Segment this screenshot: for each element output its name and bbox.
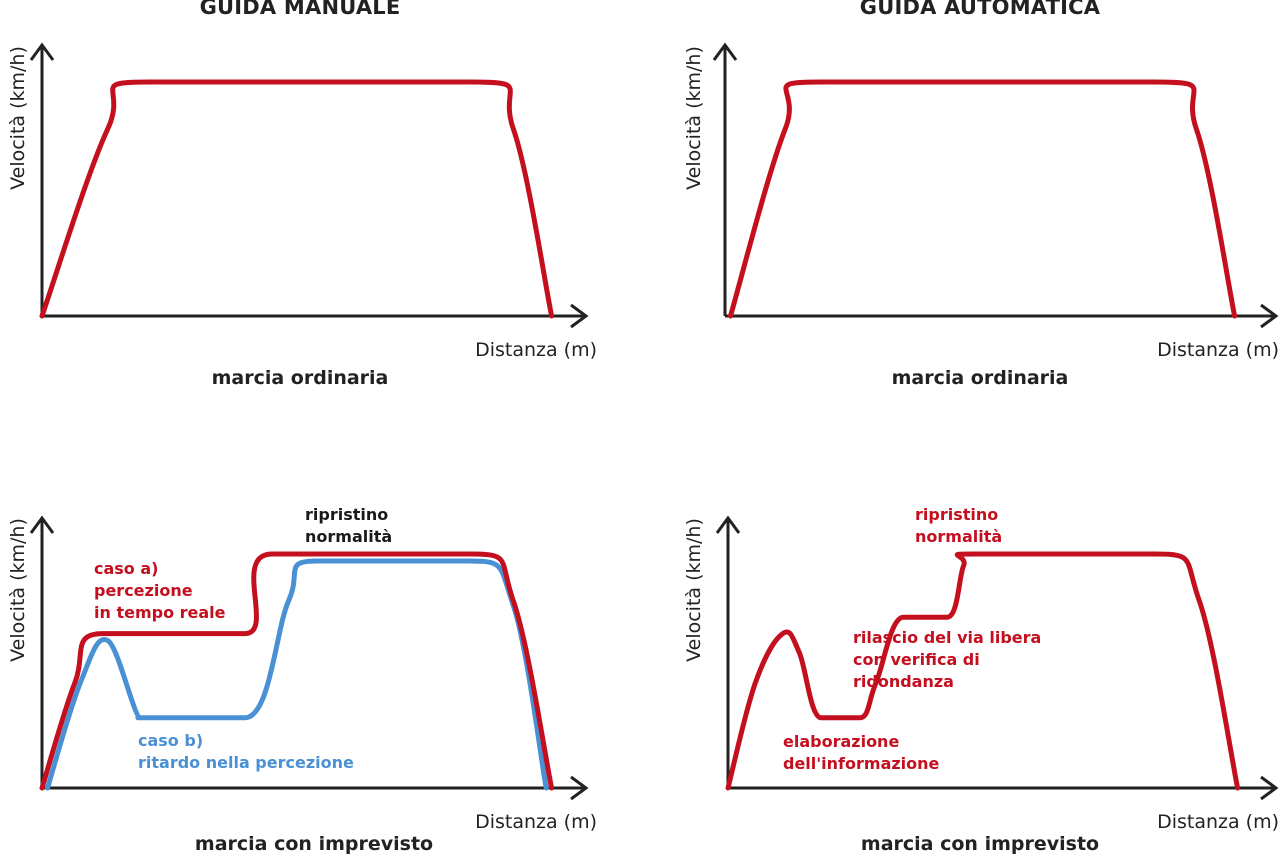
- annotation-elaborazione: elaborazione dell'informazione: [783, 732, 940, 773]
- series-layer: [39, 551, 555, 791]
- annotation-line: percezione: [94, 581, 193, 600]
- annotation-line: dell'informazione: [783, 754, 940, 773]
- x-axis-arrow-icon: [1260, 775, 1279, 801]
- annotation-line: normalità: [305, 527, 392, 546]
- series-line-blue: [45, 558, 549, 791]
- panel-title: marcia con imprevisto: [195, 833, 433, 855]
- series-layer: [728, 79, 1238, 319]
- annotation-line: normalità: [915, 527, 1002, 546]
- annotation-line: ripristino: [915, 505, 998, 524]
- panel-manual-unexpected: Velocità (km/h) Distanza (m) marcia con …: [7, 505, 597, 855]
- annotation-rilascio: rilascio del via libera con verifica di …: [853, 628, 1047, 691]
- y-axis-label: Velocità (km/h): [683, 46, 705, 190]
- y-axis-arrow-icon: [29, 42, 55, 61]
- annotation-line: rilascio del via libera: [853, 628, 1041, 647]
- annotation-line: caso b): [138, 731, 203, 750]
- panel-title: marcia ordinaria: [892, 367, 1069, 389]
- annotation-line: elaborazione: [783, 732, 899, 751]
- series-line-red: [39, 79, 555, 319]
- x-axis-label: Distanza (m): [475, 339, 597, 361]
- x-axis-label: Distanza (m): [475, 811, 597, 833]
- column-title-automatic: GUIDA AUTOMATICA: [860, 0, 1101, 19]
- panel-automatic-ordinary: Velocità (km/h) Distanza (m) marcia ordi…: [683, 42, 1279, 389]
- annotation-line: ritardo nella percezione: [138, 753, 354, 772]
- annotation-line: ripristino: [305, 505, 388, 524]
- annotation-line: con verifica di: [853, 650, 980, 669]
- annotation-caso-b: caso b) ritardo nella percezione: [138, 731, 354, 772]
- x-axis-label: Distanza (m): [1157, 339, 1279, 361]
- series-layer: [39, 79, 555, 319]
- panel-title: marcia ordinaria: [212, 367, 389, 389]
- series-line-red: [728, 79, 1238, 319]
- y-axis-arrow-icon: [715, 515, 741, 534]
- x-axis-label: Distanza (m): [1157, 811, 1279, 833]
- series-layer: [725, 551, 1241, 791]
- annotation-ripristino: ripristino normalità: [305, 505, 394, 546]
- annotation-ripristino: ripristino normalità: [915, 505, 1004, 546]
- y-axis-label: Velocità (km/h): [7, 46, 29, 190]
- series-line-red: [39, 551, 555, 791]
- panel-automatic-unexpected: Velocità (km/h) Distanza (m) marcia con …: [683, 505, 1279, 855]
- series-line-red: [725, 551, 1241, 791]
- x-axis-arrow-icon: [570, 775, 589, 801]
- panel-manual-ordinary: Velocità (km/h) Distanza (m) marcia ordi…: [7, 42, 597, 389]
- x-axis-arrow-icon: [570, 303, 589, 329]
- y-axis-label: Velocità (km/h): [7, 518, 29, 662]
- column-title-manual: GUIDA MANUALE: [200, 0, 401, 19]
- annotation-caso-a: caso a) percezione in tempo reale: [94, 559, 226, 622]
- annotation-line: caso a): [94, 559, 158, 578]
- annotation-line: in tempo reale: [94, 603, 226, 622]
- annotation-line: ridondanza: [853, 672, 954, 691]
- y-axis-label: Velocità (km/h): [683, 518, 705, 662]
- y-axis-arrow-icon: [712, 42, 738, 61]
- panel-title: marcia con imprevisto: [861, 833, 1099, 855]
- x-axis-arrow-icon: [1260, 303, 1279, 329]
- y-axis-arrow-icon: [29, 515, 55, 534]
